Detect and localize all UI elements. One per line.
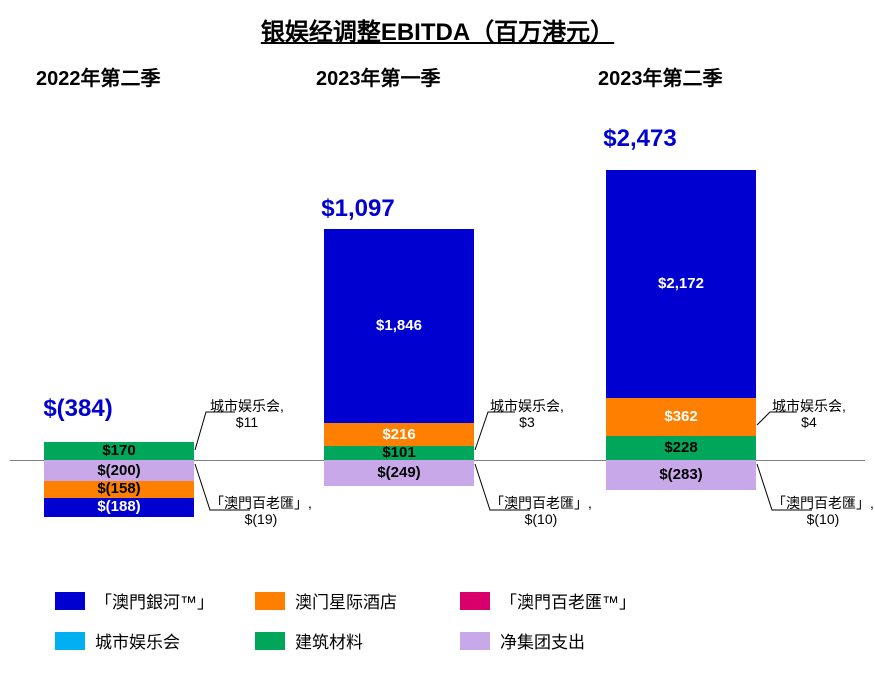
legend-swatch-city_clubs xyxy=(55,632,85,650)
seg-q2_2022-construction xyxy=(44,442,194,460)
legend-label-net_corp: 净集团支出 xyxy=(500,628,585,653)
legend-label-broadway: 「澳門百老匯™」 xyxy=(500,588,636,613)
total-q1_2023: $1,097 xyxy=(298,195,418,223)
legend-net_corp: 净集团支出 xyxy=(460,628,585,653)
chart-title: 银娱经调整EBITDA（百万港元） xyxy=(0,12,875,47)
total-q2_2022: $(384) xyxy=(18,395,138,423)
legend-swatch-net_corp xyxy=(460,632,490,650)
callout-q1_2023-0: 城市娱乐会,$3 xyxy=(490,398,564,430)
callout-q2_2023-1: 「澳門百老匯」,$(10) xyxy=(772,495,874,527)
seg-q1_2023-construction xyxy=(324,446,474,460)
legend-galaxy_macau: 「澳門銀河™」 xyxy=(55,588,214,613)
legend-swatch-galaxy_macau xyxy=(55,592,85,610)
legend-swatch-broadway xyxy=(460,592,490,610)
seg-q2_2022-starworld xyxy=(44,481,194,498)
legend-city_clubs: 城市娱乐会 xyxy=(55,628,180,653)
seg-q1_2023-starworld xyxy=(324,423,474,446)
legend-label-construction: 建筑材料 xyxy=(295,628,363,653)
callout-q2_2023-0: 城市娱乐会,$4 xyxy=(772,398,846,430)
legend-label-starworld: 澳门星际酒店 xyxy=(295,588,397,613)
legend-swatch-construction xyxy=(255,632,285,650)
legend-label-galaxy_macau: 「澳門銀河™」 xyxy=(95,588,214,613)
callout-q1_2023-1: 「澳門百老匯」,$(10) xyxy=(490,495,592,527)
seg-q1_2023-galaxy_macau xyxy=(324,229,474,423)
legend-broadway: 「澳門百老匯™」 xyxy=(460,588,636,613)
legend-label-city_clubs: 城市娱乐会 xyxy=(95,628,180,653)
seg-q2_2023-starworld xyxy=(606,398,756,436)
seg-q2_2022-net_corp xyxy=(44,460,194,481)
legend-starworld: 澳门星际酒店 xyxy=(255,588,397,613)
callout-q2_2022-0: 城市娱乐会,$11 xyxy=(210,398,284,430)
period-label-q2_2023: 2023年第二季 xyxy=(598,62,723,91)
seg-q2_2023-galaxy_macau xyxy=(606,170,756,398)
seg-q1_2023-net_corp xyxy=(324,460,474,486)
seg-q2_2022-galaxy_macau xyxy=(44,498,194,518)
period-label-q2_2022: 2022年第二季 xyxy=(36,62,161,91)
seg-q2_2023-construction xyxy=(606,436,756,460)
period-label-q1_2023: 2023年第一季 xyxy=(316,62,441,91)
total-q2_2023: $2,473 xyxy=(580,125,700,153)
legend-swatch-starworld xyxy=(255,592,285,610)
callout-q2_2022-1: 「澳門百老匯」,$(19) xyxy=(210,495,312,527)
seg-q2_2023-net_corp xyxy=(606,460,756,490)
legend-construction: 建筑材料 xyxy=(255,628,363,653)
